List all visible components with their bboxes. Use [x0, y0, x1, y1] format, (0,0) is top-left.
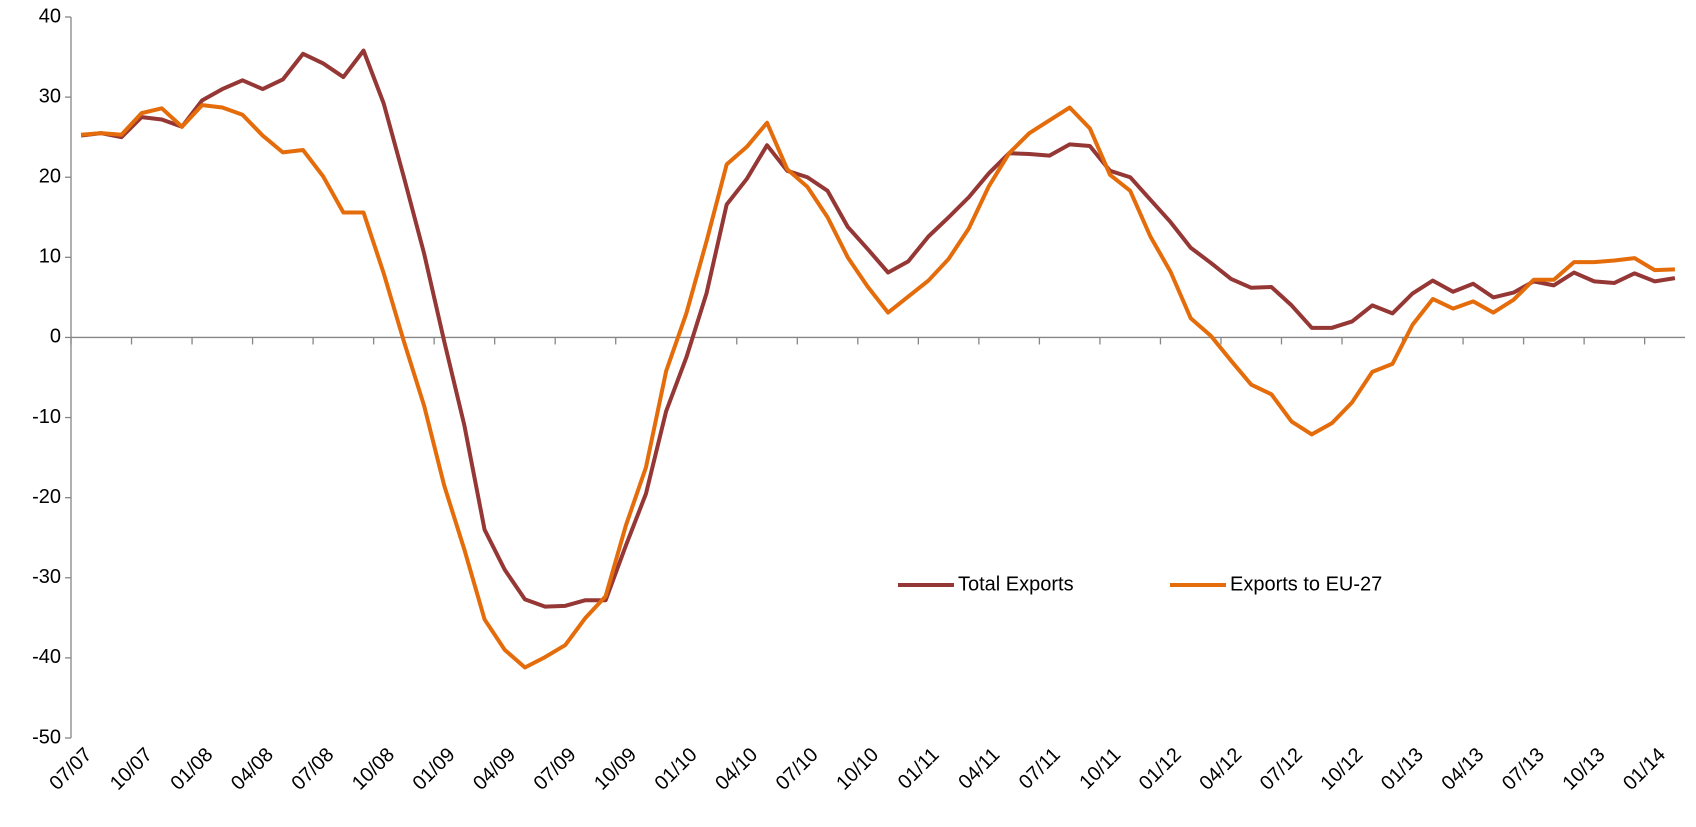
x-tick-label: 01/11	[894, 744, 944, 794]
y-tick-label: 10	[39, 246, 61, 268]
x-tick-label: 10/13	[1559, 744, 1610, 795]
x-tick-label: 01/14	[1619, 744, 1670, 795]
x-tick-label: 04/13	[1437, 744, 1488, 795]
x-tick-label: 07/11	[1015, 744, 1065, 794]
x-tick-label: 10/12	[1316, 744, 1367, 795]
y-tick-label: -40	[32, 646, 61, 668]
y-tick-label: 20	[39, 166, 61, 188]
y-tick-label: -30	[32, 566, 61, 588]
x-tick-label: 01/10	[651, 744, 702, 795]
x-tick-label: 04/11	[954, 744, 1004, 794]
y-tick-label: 30	[39, 85, 61, 107]
x-tick-label: 04/09	[469, 744, 520, 795]
x-tick-label: 07/13	[1498, 744, 1549, 795]
y-tick-label: -50	[32, 726, 61, 748]
x-tick-label: 04/08	[227, 744, 278, 795]
x-tick-label: 01/13	[1377, 744, 1428, 795]
x-tick-label: 04/10	[711, 744, 762, 795]
x-tick-label: 10/08	[348, 744, 399, 795]
x-tick-label: 10/07	[106, 744, 157, 795]
legend-label: Exports to EU-27	[1230, 573, 1382, 595]
x-tick-label: 04/12	[1195, 744, 1246, 795]
x-tick-label: 07/10	[772, 744, 823, 795]
y-tick-label: 0	[50, 326, 61, 348]
line-series	[80, 48, 1676, 609]
x-tick-label: 07/09	[530, 744, 581, 795]
x-tick-label: 01/08	[166, 744, 217, 795]
x-tick-label: 10/11	[1075, 744, 1125, 794]
y-tick-label: -10	[32, 406, 61, 428]
x-tick-label: 01/09	[409, 744, 460, 795]
legend-label: Total Exports	[958, 573, 1074, 595]
x-tick-label: 10/09	[590, 744, 641, 795]
y-tick-label: 40	[39, 5, 61, 27]
x-tick-label: 10/10	[832, 744, 883, 795]
x-tick-label: 07/12	[1256, 744, 1307, 795]
x-tick-label: 01/12	[1135, 744, 1186, 795]
y-tick-label: -20	[32, 486, 61, 508]
x-tick-label: 07/07	[45, 744, 96, 795]
x-tick-label: 07/08	[288, 744, 339, 795]
line-series	[80, 103, 1675, 670]
